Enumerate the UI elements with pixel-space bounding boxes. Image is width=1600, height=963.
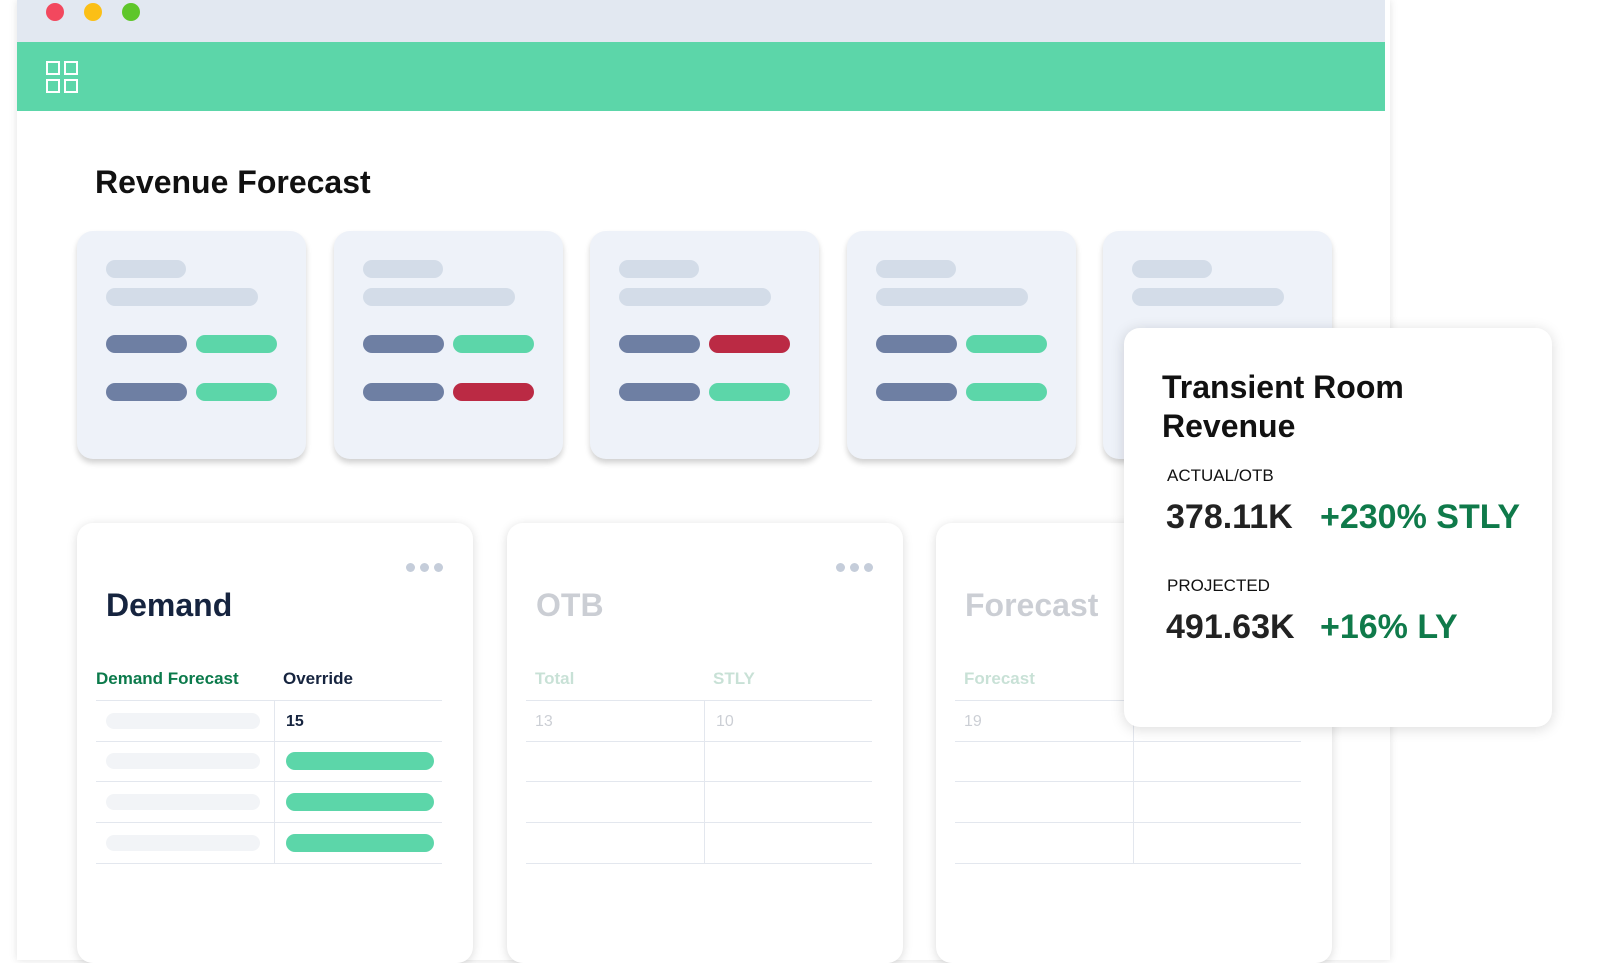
metric-value: 491.63K [1166, 608, 1295, 646]
row-line [955, 863, 1301, 864]
row-line [526, 781, 872, 782]
row-line [955, 781, 1301, 782]
demand-panel: Demand Demand Forecast Override 15 [77, 523, 473, 963]
status-pill [452, 335, 534, 353]
placeholder [619, 260, 699, 278]
column-header: Demand Forecast [96, 669, 239, 688]
placeholder [619, 335, 700, 353]
cell: 10 [716, 713, 734, 730]
placeholder [106, 753, 260, 769]
status-pill [709, 383, 790, 401]
placeholder [875, 383, 957, 401]
col-line [274, 701, 275, 863]
placeholder [106, 260, 186, 278]
col-line [1133, 701, 1134, 863]
menu-dots[interactable] [406, 559, 448, 577]
column-header: Total [535, 669, 575, 688]
placeholder [106, 383, 187, 401]
minimize-dot[interactable] [84, 3, 102, 21]
menu-dots[interactable] [836, 559, 878, 577]
nav-bar [17, 42, 1385, 111]
row-line [526, 700, 872, 701]
metric-value: 378.11K [1166, 498, 1293, 536]
kpi-card [846, 231, 1076, 459]
status-pill [452, 383, 534, 401]
row-line [955, 741, 1301, 742]
status-pill [196, 383, 277, 401]
placeholder [106, 835, 260, 851]
row-line [96, 700, 442, 701]
row-line [526, 822, 872, 823]
placeholder [106, 713, 260, 729]
placeholder [1132, 288, 1284, 306]
row-line [96, 863, 442, 864]
bar [286, 752, 434, 770]
status-pill [709, 335, 790, 353]
grid-icon[interactable] [45, 60, 79, 94]
placeholder [875, 335, 957, 353]
placeholder [106, 288, 258, 306]
col-line [704, 701, 705, 863]
page: Revenue Forecast Demand Demand Forecast … [17, 0, 1552, 864]
metric-label: PROJECTED [1167, 576, 1270, 595]
placeholder [106, 794, 260, 810]
bar [286, 834, 434, 852]
kpi-card [77, 231, 306, 459]
placeholder [106, 335, 187, 353]
title-bar [17, 0, 1385, 42]
bar [286, 793, 434, 811]
placeholder [362, 288, 515, 306]
maximize-dot[interactable] [122, 3, 140, 21]
row-line [526, 863, 872, 864]
placeholder [875, 260, 956, 278]
cell: 19 [964, 713, 982, 730]
summary-title: Transient Room Revenue [1162, 369, 1404, 444]
column-header: Override [283, 669, 353, 688]
panel-title: OTB [536, 587, 604, 623]
summary-card: Transient Room Revenue ACTUAL/OTB 378.11… [1124, 328, 1552, 727]
placeholder [619, 383, 700, 401]
metric-change: +16% LY [1320, 608, 1458, 646]
metric-label: ACTUAL/OTB [1167, 466, 1274, 485]
placeholder [875, 288, 1028, 306]
metric-change: +230% STLY [1320, 498, 1521, 536]
kpi-card [590, 231, 819, 459]
row-line [96, 741, 442, 742]
page-title: Revenue Forecast [95, 164, 371, 200]
row-line [96, 822, 442, 823]
status-pill [196, 335, 277, 353]
placeholder [362, 383, 444, 401]
panel-title: Demand [106, 587, 233, 623]
panel-title: Forecast [965, 587, 1099, 623]
otb-panel: OTB Total STLY 13 10 [507, 523, 903, 963]
column-header: Forecast [964, 669, 1035, 688]
placeholder [362, 335, 444, 353]
placeholder [362, 260, 443, 278]
close-dot[interactable] [46, 3, 64, 21]
placeholder [619, 288, 771, 306]
cell: 13 [535, 713, 553, 730]
status-pill [965, 383, 1047, 401]
row-line [955, 822, 1301, 823]
row-line [96, 781, 442, 782]
kpi-card [333, 231, 563, 459]
status-pill [965, 335, 1047, 353]
cell: 15 [286, 713, 304, 730]
row-line [526, 741, 872, 742]
placeholder [1132, 260, 1212, 278]
column-header: STLY [713, 669, 755, 688]
